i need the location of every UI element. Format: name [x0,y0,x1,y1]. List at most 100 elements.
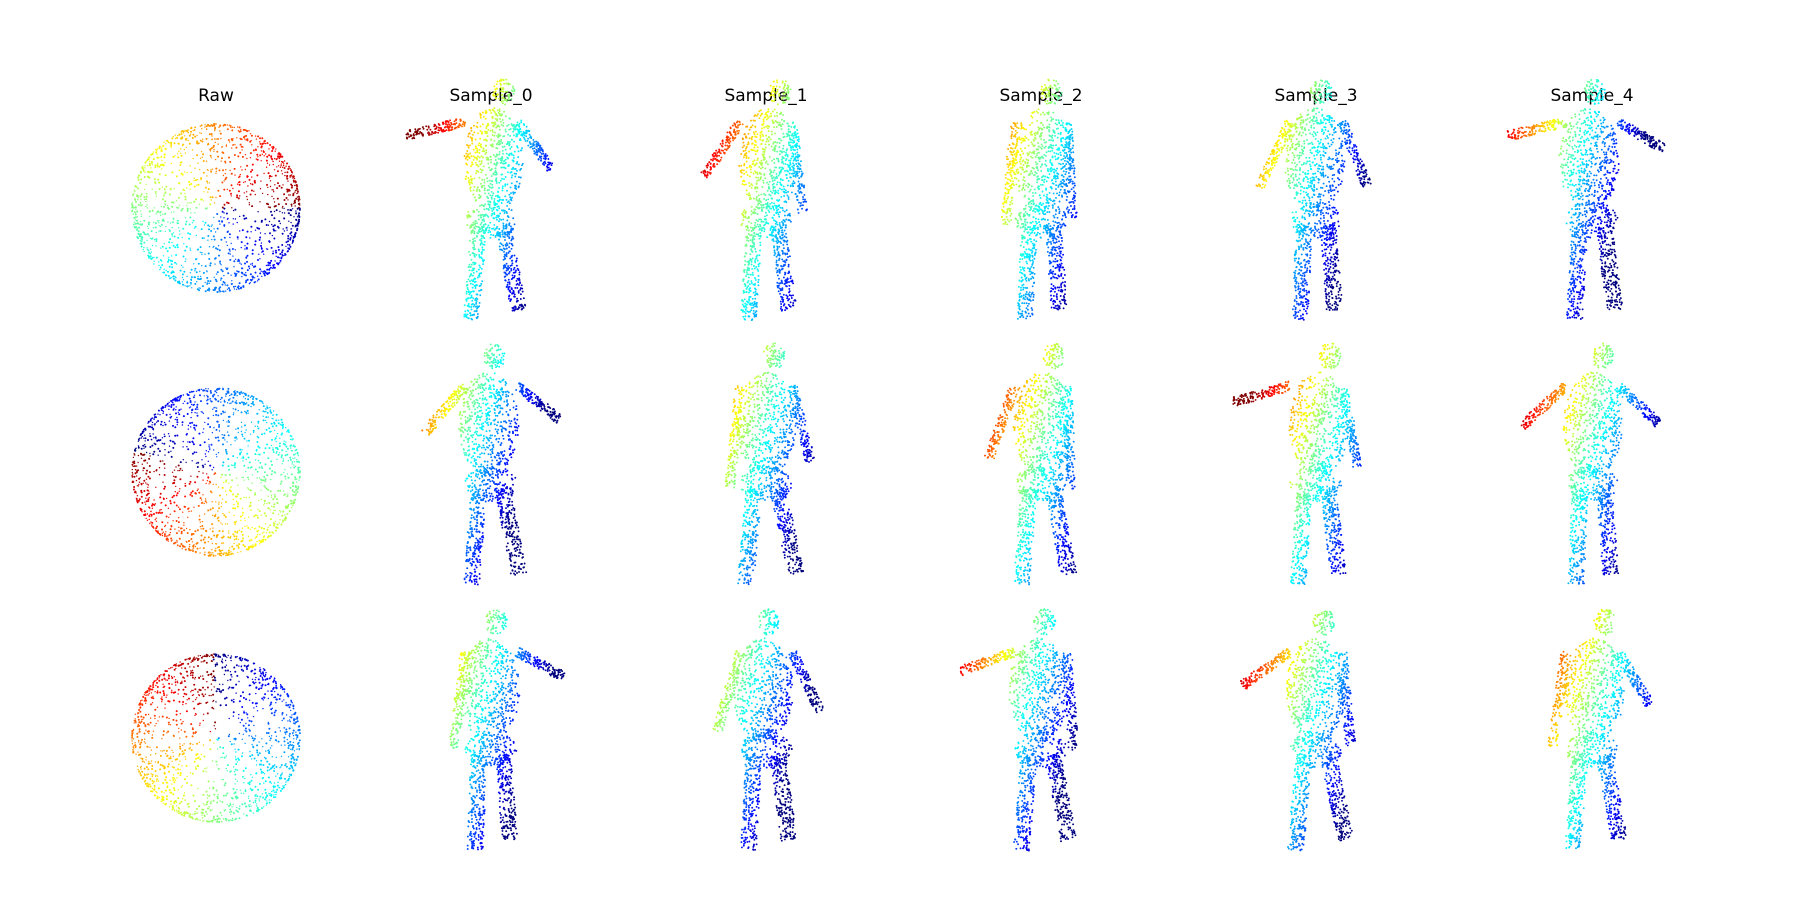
point [226,770,228,772]
point [143,233,146,235]
point [228,482,230,484]
point [508,93,511,95]
point [145,183,147,186]
point [132,223,135,226]
point [269,780,272,783]
point [293,200,296,203]
point [213,515,216,518]
point [226,402,229,404]
point [227,387,230,390]
point [493,107,496,110]
point [287,240,290,243]
point [267,206,270,208]
point [246,164,249,167]
point [235,535,238,538]
point [136,499,139,502]
point [241,433,244,436]
point [132,738,135,740]
point [243,479,245,481]
point [136,216,139,218]
point [263,782,265,784]
point [222,752,225,755]
point [135,208,137,210]
point [179,467,182,470]
point [224,160,227,163]
point [258,477,261,479]
point [269,410,272,413]
point [151,426,154,429]
point [209,196,212,199]
point [471,142,474,145]
point [505,198,508,201]
point [283,440,285,442]
point [264,271,267,273]
point [521,164,523,167]
point [191,541,194,543]
point [183,792,186,794]
point [469,152,472,155]
point [137,203,140,206]
point [515,188,518,190]
point [190,416,192,419]
point [298,461,300,463]
point [235,146,238,149]
point [184,400,186,402]
point [266,443,268,446]
point [176,758,179,761]
point [178,133,181,136]
point [227,549,230,552]
point [253,190,255,192]
point [486,180,489,183]
point [173,809,175,811]
point [164,162,166,164]
point [283,193,286,196]
point [156,469,158,471]
point [134,468,137,471]
point [274,472,277,474]
point [244,777,246,780]
point [162,733,165,736]
point [162,497,165,499]
point [236,674,239,677]
point [193,263,195,265]
point [282,442,285,445]
point [185,710,188,713]
point [480,155,483,158]
point [184,814,186,816]
point [156,775,159,777]
point [277,781,279,783]
point [286,177,288,179]
point [228,811,231,813]
point [284,171,286,174]
point [270,799,272,801]
point [234,778,237,780]
point [282,228,284,230]
point [132,728,135,731]
point [496,203,498,206]
point [247,175,249,178]
point [190,276,193,279]
point [290,716,293,719]
point [209,264,212,267]
point [225,755,227,757]
point [293,708,295,710]
point [251,526,253,528]
point [211,133,213,136]
point [251,474,254,476]
point [230,655,233,657]
point [151,790,154,793]
point [282,458,284,460]
point [270,494,273,497]
point [244,729,246,732]
point [241,803,244,806]
point [147,713,150,716]
point [179,661,181,663]
point [264,538,267,541]
point [263,696,266,699]
point [264,419,267,422]
point [241,155,244,158]
point [131,475,134,478]
point [208,258,211,260]
point [291,489,294,492]
point [181,813,184,816]
